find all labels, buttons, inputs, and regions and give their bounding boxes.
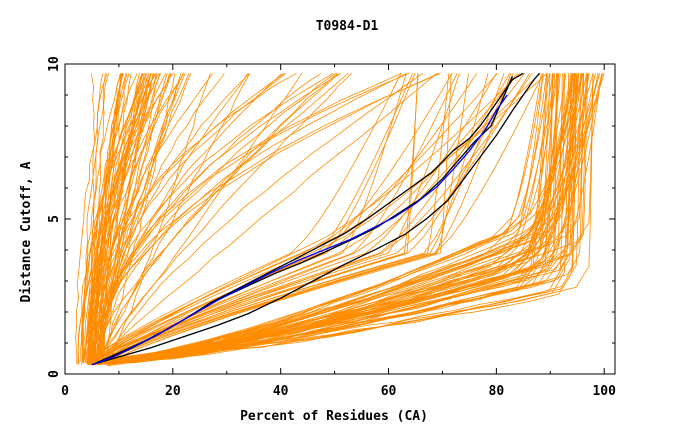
model-curve-right-bundle: [108, 73, 588, 362]
model-curve-left-cluster: [83, 73, 150, 363]
highlighted-model-curves: [91, 72, 540, 366]
x-tick-label: 40: [273, 384, 289, 399]
model-curve-middle-band: [89, 73, 402, 362]
model-curve-mid-fan: [89, 72, 440, 364]
highlight-curve-black-3: [91, 72, 540, 366]
model-curve-mid-fan: [88, 73, 302, 363]
y-tick-label: 10: [47, 56, 62, 72]
model-curve-left-cluster: [95, 73, 152, 363]
model-curve-mid-fan: [95, 73, 251, 365]
model-curve-mid-fan: [87, 72, 297, 361]
x-tick-label: 100: [592, 384, 616, 399]
model-curve-right-bundle: [105, 73, 582, 366]
model-curve-steep-left: [80, 73, 123, 362]
model-curve-middle-band: [98, 73, 521, 363]
model-curve-left-cluster: [92, 73, 171, 362]
model-curve-right-bundle: [87, 73, 594, 361]
model-curve-steep-left: [88, 73, 106, 361]
model-curve-mid-fan: [101, 72, 407, 362]
model-curve-mid-fan: [94, 72, 438, 364]
model-curve-middle-band: [97, 73, 453, 363]
model-curve-right-bundle: [88, 73, 578, 365]
model-curve-right-bundle: [87, 73, 559, 364]
model-curve-middle-band: [99, 73, 489, 365]
y-tick-label: 5: [47, 215, 62, 223]
chart-title: T0984-D1: [316, 19, 379, 34]
model-curve-mid-fan: [91, 72, 286, 364]
model-curve-right-bundle: [87, 73, 544, 363]
model-curve-middle-band: [93, 73, 407, 365]
model-curve-middle-band: [103, 73, 533, 364]
model-curve-middle-band: [103, 73, 452, 365]
model-curve-mid-fan: [105, 73, 225, 362]
model-curve-steep-left: [82, 73, 122, 363]
model-curve-middle-band: [89, 73, 548, 364]
model-curve-mid-fan: [99, 72, 410, 365]
y-tick-label: 0: [47, 370, 62, 378]
model-curve-mid-fan: [107, 73, 211, 363]
x-tick-label: 0: [61, 384, 69, 399]
model-curve-middle-band: [91, 73, 541, 363]
model-curve-middle-band: [105, 73, 419, 362]
model-curve-right-bundle: [93, 73, 600, 364]
highlight-curve-blue: [91, 94, 508, 366]
model-curve-middle-band: [101, 73, 512, 363]
model-curve-left-cluster: [85, 73, 185, 362]
model-curve-middle-band: [95, 73, 416, 362]
model-curve-middle-band: [90, 73, 498, 361]
model-curve-middle-band: [94, 73, 530, 361]
axis-ticks: 0 20 40 60 80 100 0 5 10: [47, 56, 616, 399]
model-curve-right-bundle: [90, 73, 567, 363]
x-axis-label: Percent of Residues (CA): [240, 409, 428, 424]
model-curve-mid-fan: [87, 72, 441, 365]
model-curve-left-cluster: [93, 73, 160, 363]
model-curve-middle-band: [104, 73, 544, 365]
x-tick-label: 80: [489, 384, 505, 399]
model-curve-mid-fan: [100, 73, 338, 364]
model-curve-left-cluster: [82, 73, 147, 362]
model-curve-mid-fan: [90, 73, 214, 364]
model-curve-mid-fan: [86, 73, 339, 364]
model-curve-right-bundle: [104, 73, 588, 363]
background-model-curves: [75, 72, 605, 367]
model-curve-mid-fan: [100, 72, 342, 363]
model-curve-steep-left: [80, 73, 109, 361]
model-curve-mid-fan: [91, 72, 322, 364]
x-tick-label: 60: [381, 384, 397, 399]
model-curve-steep-left: [75, 73, 108, 365]
y-axis-label: Distance Cutoff, A: [19, 161, 34, 302]
x-tick-label: 20: [165, 384, 181, 399]
model-curve-left-cluster: [92, 73, 152, 365]
model-curve-right-bundle: [104, 73, 576, 363]
model-curve-mid-fan: [104, 72, 424, 365]
model-curve-mid-fan: [99, 72, 402, 365]
